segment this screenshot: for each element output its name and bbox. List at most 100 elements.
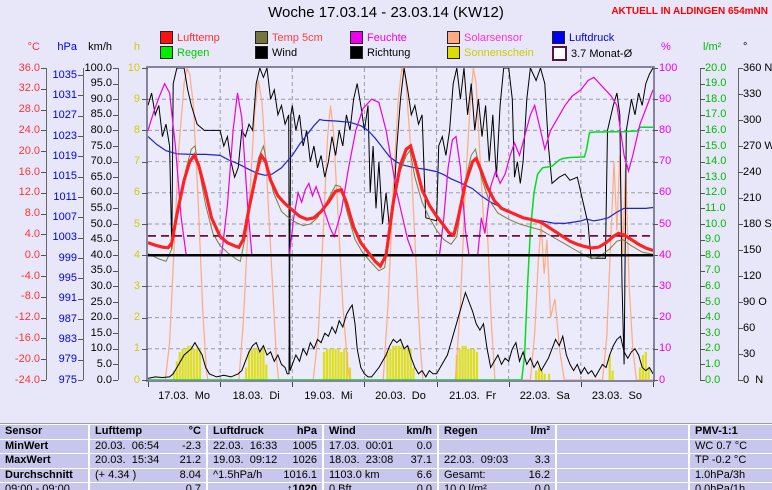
axis-tick-label: 1019 (52, 149, 77, 162)
axis-tick (142, 130, 148, 132)
table-cell: Gesamt: 16.2 (439, 468, 555, 482)
axis-tick (41, 234, 46, 236)
axis-tick (653, 317, 658, 319)
sunshine-bar (400, 345, 404, 380)
sunshine-bar (644, 351, 647, 380)
axis-tick-label: 100.0 (84, 61, 112, 74)
axis-tick-label: 150 (743, 243, 762, 256)
axis-tick (700, 364, 705, 366)
axis-tick (700, 270, 705, 272)
axis-tick-label: 40.0 (90, 248, 112, 261)
cell-text: 0 Bft (329, 483, 352, 490)
table-cell: 0.7 (90, 483, 206, 490)
axis-tick-label: 9.0 (705, 233, 721, 246)
legend-swatch-icon (350, 46, 363, 59)
axis-tick (78, 156, 83, 158)
axis-tick (113, 146, 118, 147)
sunshine-bar (548, 373, 551, 380)
legend-label: Sonnenschein (464, 46, 534, 59)
cell-text: 22.03. 09:03 (444, 454, 509, 466)
axis-tick (78, 197, 83, 198)
axis-unit-2: hPa (57, 41, 77, 53)
axis-tick-label: 270 W (743, 139, 772, 152)
axis-tick (113, 239, 118, 241)
axis-tick (142, 380, 148, 381)
axis-tick (113, 208, 118, 210)
cell-value: 0.0 (416, 439, 432, 452)
table-cell (439, 439, 555, 453)
axis-tick-label: 16.0 (18, 165, 40, 178)
axis-tick (113, 68, 118, 69)
axis-tick (700, 83, 705, 85)
axis-unit-4: h (133, 41, 140, 53)
axis-tick (738, 198, 743, 199)
axis-tick (113, 364, 118, 366)
cell-value: -2.3 (182, 439, 201, 452)
sunshine-bar (458, 348, 461, 380)
axis-tick-label: 4.0 (24, 227, 40, 240)
axis-tick-label: 28.0 (18, 103, 40, 116)
axis-tick (738, 328, 743, 329)
axis-tick (142, 286, 148, 288)
axis-tick-label: 75.0 (90, 139, 112, 152)
table-cell: 22.03. 09:03 3.3 (439, 454, 555, 468)
sunshine-bar (195, 348, 199, 380)
axis-tick (738, 172, 743, 173)
legend-label: 3.7 Monat-Ø (571, 47, 633, 60)
sunshine-bar (193, 348, 196, 380)
day-tick (580, 382, 582, 387)
axis-tick-label: 987 (58, 312, 77, 325)
sunshine-bar (253, 348, 256, 380)
sunshine-bar (535, 370, 538, 380)
sunshine-bar (187, 345, 190, 380)
axis-tick-label: 10.0 (705, 217, 727, 230)
page-title: Woche 17.03.14 - 23.03.14 (KW12) (268, 4, 504, 21)
sunshine-bar (184, 348, 187, 380)
legend-label: Richtung (367, 46, 411, 59)
sunshine-bar (181, 348, 184, 380)
axis-line (118, 68, 119, 380)
axis-tick (700, 177, 705, 179)
axis-tick (41, 172, 46, 173)
axis-tick (113, 114, 118, 116)
sunshine-bar (455, 355, 458, 380)
legend-label: Feuchte (367, 31, 407, 44)
axis-tick-label: 90 (659, 92, 672, 105)
sunshine-bar (265, 364, 268, 380)
sunshine-bar (647, 367, 650, 380)
legend-swatch-icon (160, 31, 173, 44)
axis-tick-label: 7.0 (705, 264, 721, 277)
axis-tick (738, 224, 743, 225)
sunshine-bar (403, 348, 406, 380)
axis-tick (738, 68, 743, 69)
table-row: MaxWert 20.03. 15:34 21.2 19.03. 09:12 1026 1… (0, 454, 772, 468)
axis-tick-label: 2 (133, 311, 140, 324)
axis-tick-label: 15.0 (705, 139, 727, 152)
axis-tick (700, 333, 705, 335)
legend-item-wind: Wind (255, 46, 297, 59)
axis-tick (142, 161, 148, 163)
column-header: Lufttemp °C (90, 425, 206, 439)
axis-tick (78, 298, 83, 300)
day-tick (148, 382, 149, 387)
day-label: 18.03. Di (232, 390, 280, 402)
axis-tick-label: 240 (743, 165, 762, 178)
axis-tick-label: 1.0 (705, 357, 721, 370)
legend-item-richtung: Richtung (350, 46, 410, 59)
axis-tick (700, 192, 705, 194)
axis-tick-label: 13.0 (705, 170, 727, 183)
table-cell: (+ 4.34 ) 8.04 (90, 468, 206, 482)
sunshine-bar (608, 355, 611, 380)
cell-value: 0.0 (416, 483, 432, 490)
axis-tick-label: 30 (743, 347, 756, 360)
axis-tick (142, 68, 148, 69)
axis-tick (700, 114, 705, 116)
axis-tick (700, 68, 705, 69)
axis-tick (41, 317, 46, 319)
sunshine-bar (540, 370, 543, 380)
cell-text: Wind (329, 425, 356, 437)
sunshine-bar (250, 348, 253, 380)
table-cell: 18.03. 23:08 37.1 (324, 454, 437, 468)
row-label: Durchschnitt (0, 468, 88, 482)
